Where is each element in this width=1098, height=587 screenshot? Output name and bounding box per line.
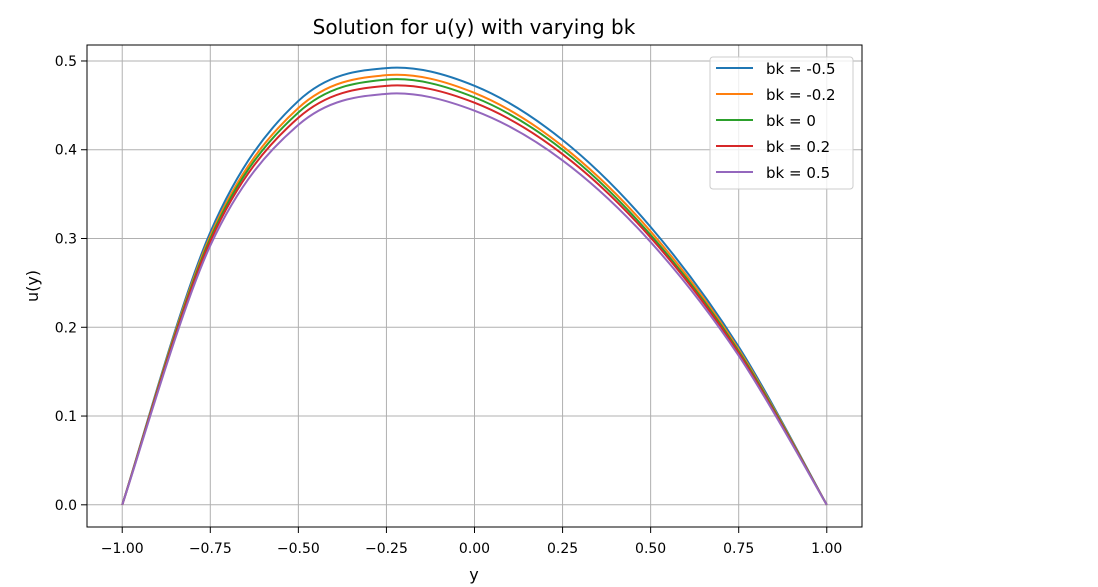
x-tick-label: −0.75 <box>189 541 232 557</box>
x-tick-label: 0.75 <box>723 541 754 557</box>
series-lines <box>121 66 828 506</box>
series-line <box>121 84 828 506</box>
y-tick-label: 0.2 <box>55 320 77 336</box>
x-axis-ticks: −1.00 −0.75 −0.50 −0.25 0.00 0.25 0.50 0.75 1.00 <box>101 527 842 557</box>
x-tick-label: −0.50 <box>277 541 320 557</box>
legend-box <box>709 56 854 190</box>
x-tick-label: −0.25 <box>365 541 408 557</box>
legend-label: bk = 0 <box>766 112 816 130</box>
y-tick-label: 0.4 <box>55 143 77 159</box>
x-tick-label: 0.25 <box>547 541 578 557</box>
chart-title: Solution for u(y) with varying bk <box>313 15 636 39</box>
x-axis-label: y <box>469 565 478 584</box>
series-line <box>121 66 828 506</box>
legend-label: bk = 0.5 <box>766 164 830 182</box>
series-line <box>121 73 828 506</box>
x-tick-label: 0.00 <box>459 541 490 557</box>
y-tick-label: 0.5 <box>55 54 77 70</box>
legend-label: bk = -0.5 <box>766 60 836 78</box>
series-line <box>121 78 828 506</box>
y-tick-label: 0.3 <box>55 232 77 248</box>
legend-entries: bk = -0.5 bk = -0.2 bk = 0 bk = 0.2 bk = 0.5 <box>716 60 836 182</box>
y-tick-label: 0.1 <box>55 409 77 425</box>
gridlines <box>87 45 862 527</box>
legend-label: bk = -0.2 <box>766 86 836 104</box>
series-line <box>121 92 828 506</box>
legend: bk = -0.5 bk = -0.2 bk = 0 bk = 0.2 bk = 0.5 <box>709 56 854 190</box>
y-tick-label: 0.0 <box>55 498 77 514</box>
x-tick-label: 1.00 <box>811 541 842 557</box>
y-axis-label: u(y) <box>23 270 42 302</box>
y-axis-ticks: 0.0 0.1 0.2 0.3 0.4 0.5 <box>55 54 87 514</box>
x-tick-label: −1.00 <box>101 541 144 557</box>
x-tick-label: 0.50 <box>635 541 666 557</box>
legend-label: bk = 0.2 <box>766 138 830 156</box>
